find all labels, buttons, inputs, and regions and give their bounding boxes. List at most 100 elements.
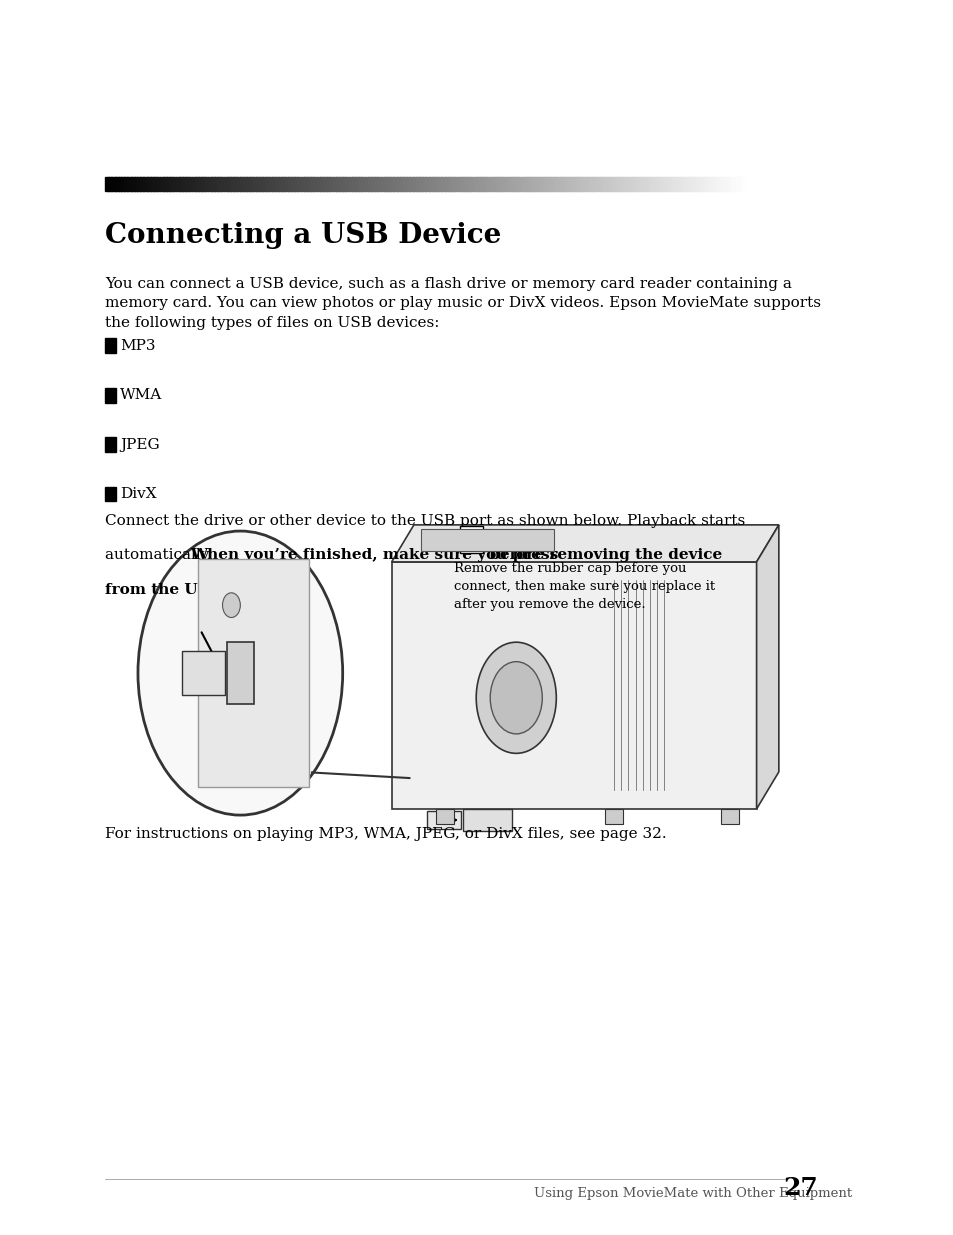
Bar	[543, 177, 548, 191]
Bar	[198, 177, 202, 191]
Bar	[534, 177, 537, 191]
Text: from the USB slot.: from the USB slot.	[105, 583, 264, 597]
Bar	[253, 177, 256, 191]
Bar	[255, 177, 259, 191]
Bar	[620, 177, 624, 191]
Bar	[133, 177, 138, 191]
Bar	[262, 177, 266, 191]
Bar	[505, 177, 509, 191]
Bar	[460, 177, 464, 191]
Bar	[185, 177, 189, 191]
Bar	[258, 177, 263, 191]
Bar	[498, 177, 503, 191]
Bar	[230, 177, 233, 191]
Text: JPEG: JPEG	[120, 437, 160, 452]
Bar	[432, 177, 436, 191]
Bar	[211, 177, 214, 191]
Polygon shape	[392, 525, 778, 562]
Bar	[368, 177, 372, 191]
Bar	[700, 177, 704, 191]
Bar	[451, 177, 455, 191]
Text: Using Epson MovieMate with Other Equipment: Using Epson MovieMate with Other Equipme…	[534, 1187, 851, 1200]
Bar	[582, 177, 586, 191]
Bar	[128, 177, 132, 191]
Bar	[399, 177, 403, 191]
Bar	[105, 338, 115, 353]
Bar	[118, 177, 122, 191]
Text: Connecting a USB Device: Connecting a USB Device	[105, 222, 501, 249]
Bar	[272, 177, 275, 191]
Bar	[316, 177, 320, 191]
Bar	[604, 177, 608, 191]
Bar	[182, 651, 225, 695]
Bar	[188, 177, 193, 191]
Circle shape	[476, 642, 556, 753]
Bar	[462, 809, 511, 831]
Bar	[420, 529, 554, 551]
Bar	[435, 177, 438, 191]
Bar	[105, 487, 115, 501]
Bar	[169, 177, 173, 191]
Text: 27: 27	[782, 1177, 817, 1200]
Bar	[694, 177, 698, 191]
Bar	[576, 177, 579, 191]
Bar	[588, 177, 593, 191]
Bar	[284, 177, 288, 191]
Bar	[223, 177, 228, 191]
Bar	[502, 177, 506, 191]
Bar	[357, 177, 362, 191]
Bar	[147, 177, 151, 191]
Bar	[726, 177, 730, 191]
Bar	[300, 177, 304, 191]
Bar	[114, 177, 118, 191]
FancyBboxPatch shape	[198, 559, 309, 787]
Bar	[156, 177, 160, 191]
Bar	[338, 177, 343, 191]
Bar	[239, 177, 243, 191]
Bar	[178, 177, 183, 191]
Bar	[227, 642, 253, 704]
Bar	[454, 177, 458, 191]
Bar	[288, 177, 292, 191]
Bar	[294, 177, 298, 191]
Bar	[217, 177, 221, 191]
Bar	[527, 177, 532, 191]
Bar	[413, 177, 416, 191]
Circle shape	[138, 531, 342, 815]
Bar	[517, 177, 522, 191]
FancyBboxPatch shape	[392, 562, 756, 809]
Bar	[333, 177, 336, 191]
Bar	[335, 177, 339, 191]
Bar	[611, 177, 615, 191]
Bar	[691, 177, 695, 191]
Bar	[140, 177, 144, 191]
Bar	[402, 177, 407, 191]
Bar	[601, 177, 605, 191]
Bar	[470, 177, 474, 191]
Bar	[618, 177, 621, 191]
Bar	[265, 177, 269, 191]
FancyBboxPatch shape	[459, 526, 483, 553]
Bar	[377, 177, 381, 191]
Bar	[540, 177, 544, 191]
Bar	[150, 177, 153, 191]
Bar	[194, 177, 198, 191]
Bar	[319, 177, 323, 191]
Bar	[371, 177, 375, 191]
Bar	[559, 177, 563, 191]
Bar	[633, 177, 638, 191]
Bar	[281, 177, 285, 191]
Bar	[387, 177, 391, 191]
Bar	[656, 177, 659, 191]
Bar	[687, 177, 692, 191]
Bar	[557, 177, 560, 191]
Text: For instructions on playing MP3, WMA, JPEG, or DivX files, see page 32.: For instructions on playing MP3, WMA, JP…	[105, 827, 666, 841]
Bar	[310, 177, 314, 191]
Bar	[521, 177, 525, 191]
Bar	[649, 177, 653, 191]
Bar	[227, 177, 231, 191]
Bar	[486, 177, 490, 191]
Bar	[422, 177, 426, 191]
Bar	[697, 177, 701, 191]
Bar	[467, 177, 471, 191]
